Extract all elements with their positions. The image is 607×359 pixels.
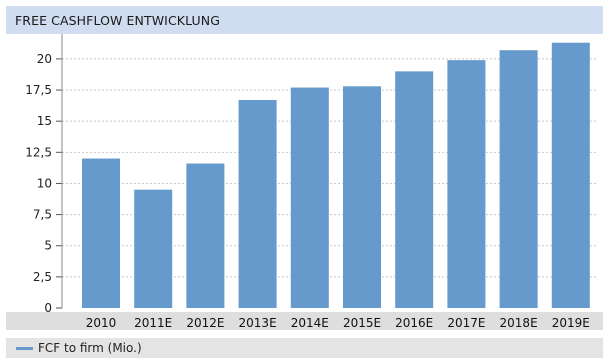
x-tick-label: 2010: [86, 316, 117, 330]
bar: [499, 50, 538, 308]
bar: [551, 42, 590, 309]
x-tick-label: 2018E: [500, 316, 538, 330]
y-tick-label: 0: [44, 301, 52, 315]
legend: FCF to firm (Mio.): [6, 338, 603, 358]
y-tick-label: 5: [44, 239, 52, 253]
x-tick-label: 2013E: [239, 316, 277, 330]
x-tick-label: 2014E: [291, 316, 329, 330]
bar: [238, 100, 277, 308]
x-tick-label: 2019E: [552, 316, 590, 330]
bar: [447, 60, 486, 309]
bar: [343, 86, 381, 309]
bar: [290, 87, 329, 308]
x-tick-label: 2017E: [447, 316, 485, 330]
y-tick-label: 17,5: [25, 83, 52, 97]
legend-label: FCF to firm (Mio.): [38, 341, 142, 355]
y-tick-label: 20: [37, 52, 52, 66]
bar: [395, 71, 434, 308]
y-tick-label: 7,5: [33, 208, 52, 222]
y-tick-label: 15: [37, 114, 52, 128]
y-tick-label: 12,5: [25, 145, 52, 159]
chart-title: FREE CASHFLOW ENTWICKLUNG: [15, 13, 221, 28]
legend-swatch: [16, 347, 33, 350]
x-tick-label: 2016E: [395, 316, 433, 330]
x-tick-label: 2015E: [343, 316, 381, 330]
bar: [134, 189, 173, 308]
bar: [82, 158, 120, 308]
x-axis-band: [6, 312, 603, 330]
chart-header: FREE CASHFLOW ENTWICKLUNG: [6, 6, 603, 34]
bar-chart: 0 2,5 5 7,5 10 12,5 15 17,5 20 2010 2011E 2012E 2013…: [25, 34, 596, 330]
y-tick-label: 2,5: [33, 270, 52, 284]
x-tick-label: 2012E: [186, 316, 224, 330]
bar: [186, 163, 225, 308]
y-tick-label: 10: [37, 176, 52, 190]
x-tick-label: 2011E: [134, 316, 172, 330]
